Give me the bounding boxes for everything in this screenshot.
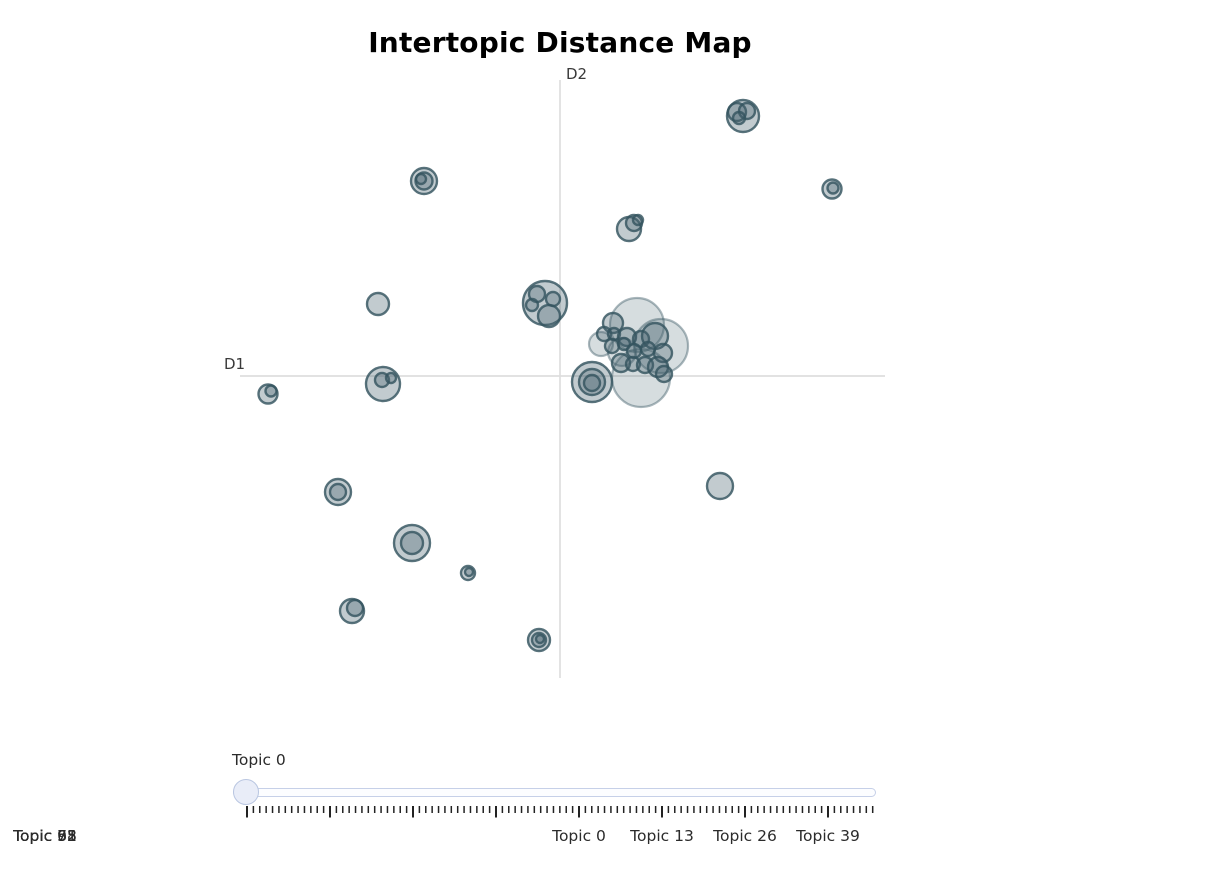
topic-bubble[interactable] <box>463 566 475 578</box>
topic-bubble[interactable] <box>399 530 425 556</box>
slider-tick-label: Topic 0 <box>552 827 606 845</box>
topic-bubble[interactable] <box>264 384 278 398</box>
topic-bubble[interactable] <box>705 471 735 501</box>
topic-bubble[interactable] <box>364 365 402 403</box>
slider-tick-label: Topic 52 <box>13 827 77 845</box>
slider-tick-label: Topic 91 <box>13 827 77 845</box>
topic-bubble[interactable] <box>654 364 674 384</box>
y-axis-label: D2 <box>566 65 587 83</box>
slider-tick-axis <box>246 806 874 818</box>
bubble-layer <box>257 98 843 653</box>
topic-bubble[interactable] <box>826 181 840 195</box>
topic-bubble[interactable] <box>328 482 348 502</box>
slider-tick-label: Topic 65 <box>13 827 77 845</box>
selected-topic-label: Topic 0 <box>232 751 286 769</box>
topic-bubble[interactable] <box>534 633 546 645</box>
topic-bubble[interactable] <box>338 597 366 625</box>
x-axis-label: D1 <box>224 355 245 373</box>
topic-bubble[interactable] <box>414 172 428 186</box>
topic-bubble[interactable] <box>392 523 432 563</box>
topic-bubble[interactable] <box>536 303 562 329</box>
slider-tick-label: Topic 78 <box>13 827 77 845</box>
topic-slider-track[interactable] <box>233 788 876 797</box>
topic-bubble[interactable] <box>610 352 632 374</box>
page-title: Intertopic Distance Map <box>368 26 752 59</box>
topic-bubble[interactable] <box>524 297 540 313</box>
topic-bubble[interactable] <box>725 98 761 134</box>
topic-bubble[interactable] <box>345 598 365 618</box>
topic-bubble[interactable] <box>731 110 747 126</box>
slider-tick-label: Topic 13 <box>630 827 694 845</box>
topic-bubble[interactable] <box>257 383 279 405</box>
topic-bubble[interactable] <box>365 291 391 317</box>
topic-bubble[interactable] <box>603 337 621 355</box>
topic-bubble[interactable] <box>595 325 613 343</box>
topic-map-plot: D2 D1 <box>224 65 885 678</box>
topic-bubble[interactable] <box>582 373 602 393</box>
topic-bubble[interactable] <box>384 371 398 385</box>
topic-slider-thumb[interactable] <box>233 779 259 805</box>
topic-bubble[interactable] <box>631 213 645 227</box>
topic-bubble[interactable] <box>616 326 638 348</box>
slider-tick-label: Topic 26 <box>713 827 777 845</box>
slider-tick-label: Topic 39 <box>796 827 860 845</box>
topic-bubble[interactable] <box>544 290 562 308</box>
